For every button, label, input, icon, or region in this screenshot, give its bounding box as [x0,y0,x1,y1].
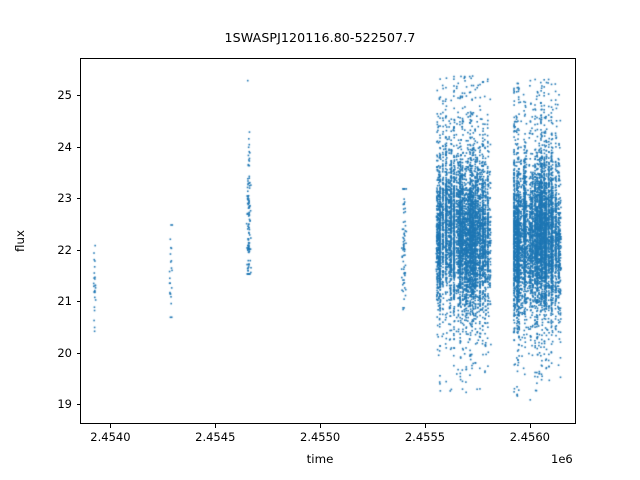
y-tick-mark [76,146,80,148]
x-tick-mark [320,424,322,428]
y-tick-label: 22 [57,242,72,257]
x-tick-label: 2.4560 [509,430,550,444]
y-tick-mark [76,352,80,354]
page-title: 1SWASPJ120116.80-522507.7 [224,30,416,45]
x-axis-offset-label: 1e6 [551,452,573,466]
x-tick-mark [529,424,531,428]
x-tick-label: 2.4555 [404,430,446,444]
y-tick-label: 19 [57,397,72,412]
x-tick-label: 2.4540 [90,430,131,444]
y-tick-label: 25 [57,88,72,103]
y-tick-label: 23 [57,191,72,206]
y-tick-mark [76,95,80,97]
y-tick-mark [76,404,80,406]
x-tick-mark [110,424,112,428]
scatter-plot-canvas [81,59,575,423]
x-axis-label: time [306,452,334,466]
y-tick-mark [76,198,80,200]
y-tick-mark [76,249,80,251]
y-tick-label: 20 [57,345,72,360]
y-tick-label: 24 [57,139,72,154]
y-tick-mark [76,301,80,303]
x-tick-mark [215,424,217,428]
x-tick-mark [424,424,426,428]
plot-axes-frame [80,58,576,424]
y-tick-label: 21 [57,294,72,309]
y-axis-label: flux [13,230,27,252]
x-tick-label: 2.4550 [300,430,341,444]
x-tick-label: 2.4545 [195,430,236,444]
